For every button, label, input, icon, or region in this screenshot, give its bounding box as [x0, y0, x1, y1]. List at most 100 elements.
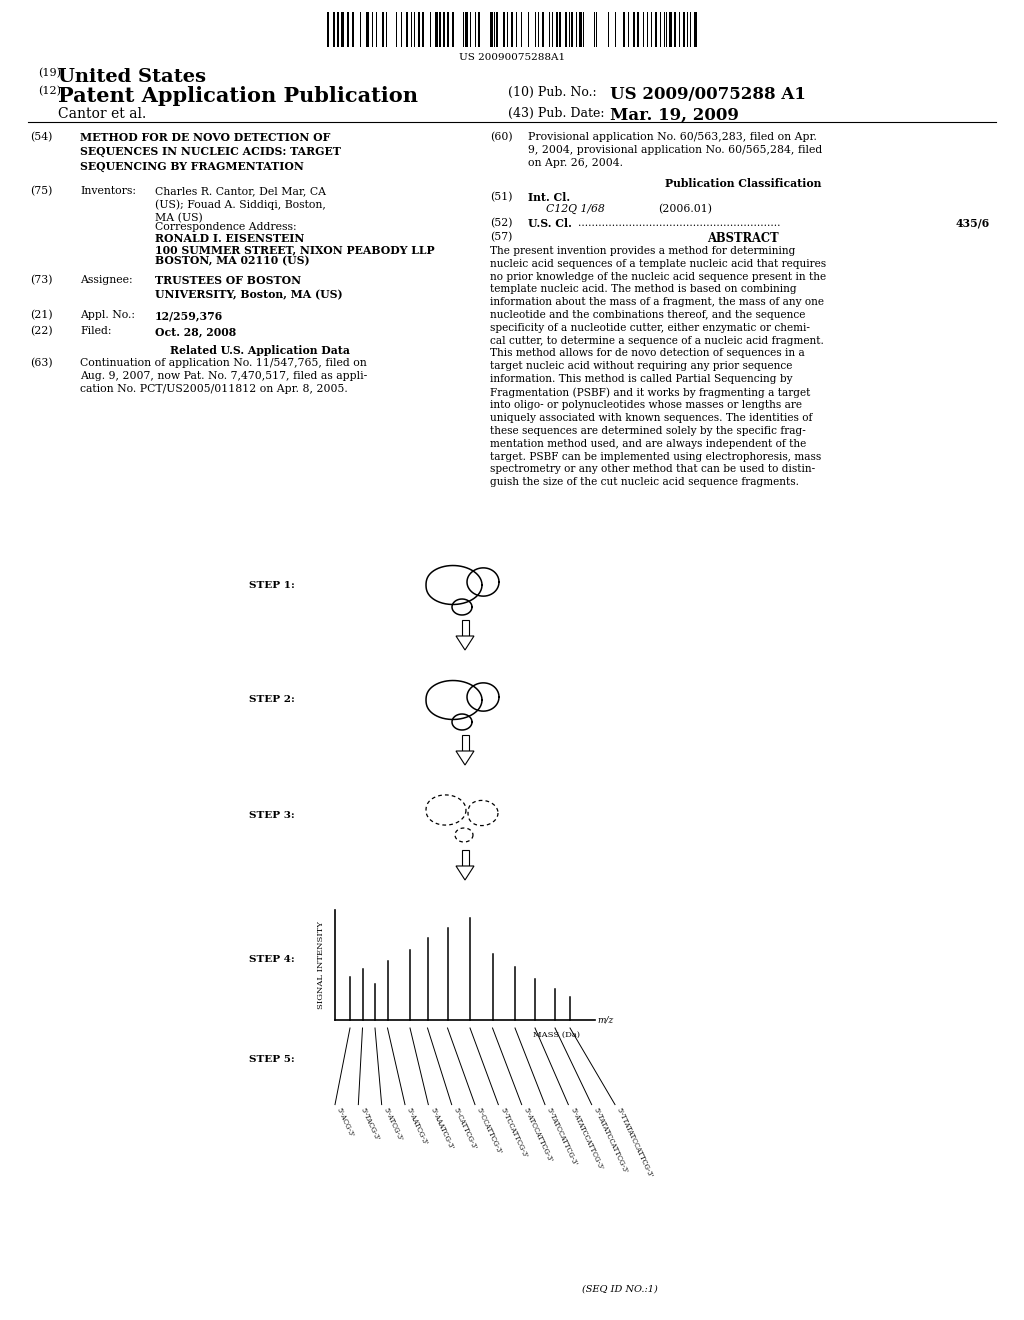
FancyBboxPatch shape	[462, 850, 469, 866]
Text: Int. Cl.: Int. Cl.	[528, 191, 570, 203]
Text: 5'-CCATTCG-3': 5'-CCATTCG-3'	[475, 1106, 504, 1156]
Text: 12/259,376: 12/259,376	[155, 310, 223, 321]
Text: The present invention provides a method for determining
nucleic acid sequences o: The present invention provides a method …	[490, 246, 826, 487]
Text: Publication Classification: Publication Classification	[665, 178, 821, 189]
Bar	[580, 12, 582, 48]
Bar	[327, 12, 330, 48]
Text: United States: United States	[58, 69, 206, 86]
Text: U.S. Cl.: U.S. Cl.	[528, 218, 571, 228]
Text: 5'-TATATCCATTCG-3': 5'-TATATCCATTCG-3'	[592, 1106, 629, 1175]
Text: Mar. 19, 2009: Mar. 19, 2009	[610, 107, 739, 124]
Bar	[559, 12, 561, 48]
Text: TRUSTEES OF BOSTON
UNIVERSITY, Boston, MA (US): TRUSTEES OF BOSTON UNIVERSITY, Boston, M…	[155, 275, 343, 300]
Bar	[466, 12, 468, 48]
Text: (43) Pub. Date:: (43) Pub. Date:	[508, 107, 604, 120]
Text: 5'-TACG-3': 5'-TACG-3'	[358, 1106, 381, 1142]
Bar	[497, 12, 498, 48]
Text: Charles R. Cantor, Del Mar, CA
(US); Fouad A. Siddiqi, Boston,
MA (US): Charles R. Cantor, Del Mar, CA (US); Fou…	[155, 186, 326, 223]
Bar	[683, 12, 685, 48]
Bar	[679, 12, 680, 48]
Bar	[633, 12, 635, 48]
Text: 100 SUMMER STREET, NIXON PEABODY LLP: 100 SUMMER STREET, NIXON PEABODY LLP	[155, 244, 434, 255]
Text: RONALD I. EISENSTEIN: RONALD I. EISENSTEIN	[155, 234, 304, 244]
Bar	[337, 12, 339, 48]
Text: Patent Application Publication: Patent Application Publication	[58, 86, 418, 106]
Text: (22): (22)	[30, 326, 52, 337]
Text: 5'-AATCG-3': 5'-AATCG-3'	[406, 1106, 429, 1147]
Bar	[452, 12, 454, 48]
Text: MASS (Da): MASS (Da)	[534, 1031, 580, 1039]
Text: 5'-ATATCCATTCG-3': 5'-ATATCCATTCG-3'	[568, 1106, 604, 1171]
Text: (73): (73)	[30, 275, 52, 285]
Text: STEP 4:: STEP 4:	[249, 956, 295, 965]
Bar	[439, 12, 441, 48]
Bar	[419, 12, 420, 48]
Bar	[447, 12, 450, 48]
Text: 5'-ATCG-3': 5'-ATCG-3'	[382, 1106, 404, 1143]
Text: 5'-TATCCATTCG-3': 5'-TATCCATTCG-3'	[545, 1106, 579, 1167]
Bar	[538, 12, 540, 48]
Text: (2006.01): (2006.01)	[658, 205, 712, 214]
Text: (63): (63)	[30, 358, 52, 368]
Bar	[556, 12, 558, 48]
Bar	[670, 12, 672, 48]
Bar	[382, 12, 384, 48]
Bar	[623, 12, 626, 48]
Bar	[333, 12, 336, 48]
Bar	[511, 12, 513, 48]
Text: Provisional application No. 60/563,283, filed on Apr.
9, 2004, provisional appli: Provisional application No. 60/563,283, …	[528, 132, 822, 168]
FancyBboxPatch shape	[462, 620, 469, 636]
Text: 5'-ATCCATTCG-3': 5'-ATCCATTCG-3'	[521, 1106, 554, 1164]
Polygon shape	[456, 866, 474, 880]
Text: Oct. 28, 2008: Oct. 28, 2008	[155, 326, 237, 337]
Text: (54): (54)	[30, 132, 52, 143]
Text: (51): (51)	[490, 191, 512, 202]
Bar	[664, 12, 665, 48]
Text: (19): (19)	[38, 69, 61, 78]
Bar	[406, 12, 408, 48]
Text: Filed:: Filed:	[80, 326, 112, 337]
FancyBboxPatch shape	[462, 735, 469, 751]
Text: 435/6: 435/6	[955, 218, 990, 228]
Bar	[521, 12, 522, 48]
Text: US 20090075288A1: US 20090075288A1	[459, 53, 565, 62]
Bar	[478, 12, 480, 48]
Text: 5'-CATTCG-3': 5'-CATTCG-3'	[452, 1106, 478, 1151]
Text: STEP 1:: STEP 1:	[249, 581, 295, 590]
Text: ABSTRACT: ABSTRACT	[708, 232, 779, 246]
Bar	[655, 12, 657, 48]
Bar	[435, 12, 438, 48]
Text: Inventors:: Inventors:	[80, 186, 136, 195]
Text: (60): (60)	[490, 132, 513, 143]
Text: (52): (52)	[490, 218, 512, 228]
Bar	[694, 12, 696, 48]
Bar	[608, 12, 609, 48]
Polygon shape	[456, 636, 474, 649]
Bar	[443, 12, 444, 48]
Bar	[674, 12, 677, 48]
Text: (12): (12)	[38, 86, 61, 96]
Bar	[352, 12, 354, 48]
Bar	[347, 12, 348, 48]
Text: ............................................................: ........................................…	[578, 218, 780, 228]
Text: Assignee:: Assignee:	[80, 275, 133, 285]
Bar	[372, 12, 374, 48]
Bar	[475, 12, 476, 48]
Text: m/z: m/z	[597, 1015, 613, 1024]
Bar	[341, 12, 344, 48]
Bar	[543, 12, 544, 48]
Bar	[490, 12, 493, 48]
Text: (SEQ ID NO.:1): (SEQ ID NO.:1)	[582, 1284, 657, 1294]
Text: Cantor et al.: Cantor et al.	[58, 107, 146, 121]
Text: BOSTON, MA 02110 (US): BOSTON, MA 02110 (US)	[155, 255, 309, 267]
Text: METHOD FOR DE NOVO DETECTION OF
SEQUENCES IN NUCLEIC ACIDS: TARGET
SEQUENCING BY: METHOD FOR DE NOVO DETECTION OF SEQUENCE…	[80, 132, 341, 172]
Bar	[650, 12, 652, 48]
Text: 5'-TTATATCCATTCG-3': 5'-TTATATCCATTCG-3'	[615, 1106, 654, 1179]
Text: 5'-TCCATTCG-3': 5'-TCCATTCG-3'	[499, 1106, 528, 1159]
Bar	[503, 12, 505, 48]
Text: (75): (75)	[30, 186, 52, 197]
Text: Continuation of application No. 11/547,765, filed on
Aug. 9, 2007, now Pat. No. : Continuation of application No. 11/547,7…	[80, 358, 368, 393]
Bar	[594, 12, 595, 48]
Bar	[422, 12, 424, 48]
Text: C12Q 1/68: C12Q 1/68	[546, 205, 605, 214]
